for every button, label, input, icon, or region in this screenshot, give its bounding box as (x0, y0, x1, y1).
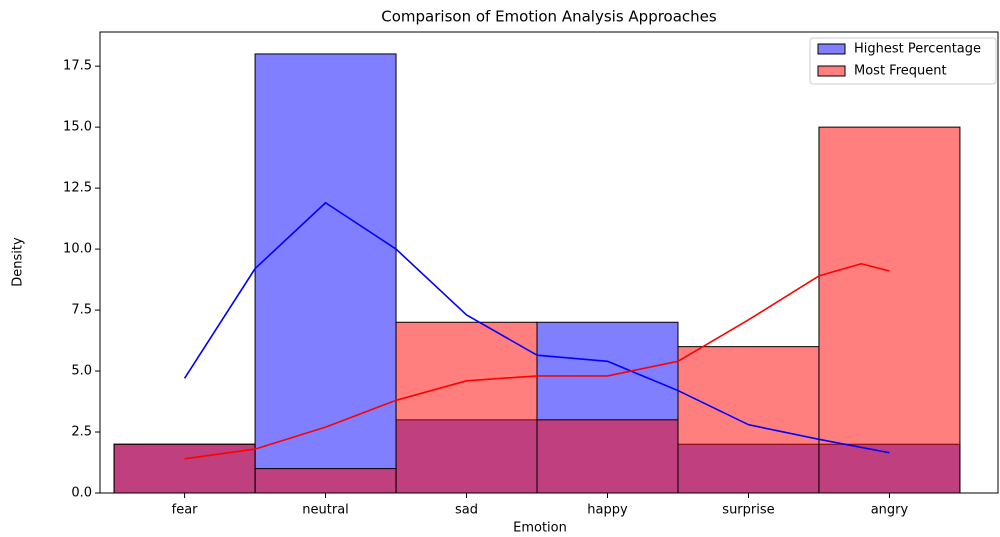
bar (677, 346, 820, 494)
y-tick-label: 15.0 (63, 120, 92, 135)
legend-label: Highest Percentage (854, 42, 981, 57)
x-tick-label: neutral (302, 503, 349, 518)
x-tick-label: fear (172, 503, 199, 518)
kde-line (183, 201, 890, 454)
y-tick-label: 2.5 (71, 425, 92, 440)
y-tick-label: 7.5 (71, 303, 92, 318)
x-tick-label: surprise (722, 503, 774, 518)
y-axis-label: Density (11, 237, 26, 287)
chart-title: Comparison of Emotion Analysis Approache… (381, 8, 717, 26)
bar (395, 321, 538, 494)
axes-frame (99, 31, 999, 494)
bar (818, 126, 961, 494)
x-tick-label: angry (871, 503, 909, 518)
y-tick-label: 12.5 (63, 181, 92, 196)
y-tick-label: 10.0 (63, 242, 92, 257)
x-tick-label: sad (455, 503, 478, 518)
bar (536, 419, 679, 494)
legend-swatch (817, 43, 846, 55)
kde-line (184, 262, 890, 460)
bar (254, 468, 397, 494)
y-tick-label: 5.0 (71, 364, 92, 379)
x-axis-label: Emotion (513, 521, 567, 536)
x-tick-label: happy (587, 503, 628, 518)
legend-swatch (817, 65, 846, 77)
legend-label: Most Frequent (854, 64, 947, 79)
y-tick-label: 0.0 (71, 486, 92, 501)
legend-box (809, 37, 997, 85)
y-tick-label: 17.5 (63, 59, 92, 74)
bar (254, 53, 397, 494)
